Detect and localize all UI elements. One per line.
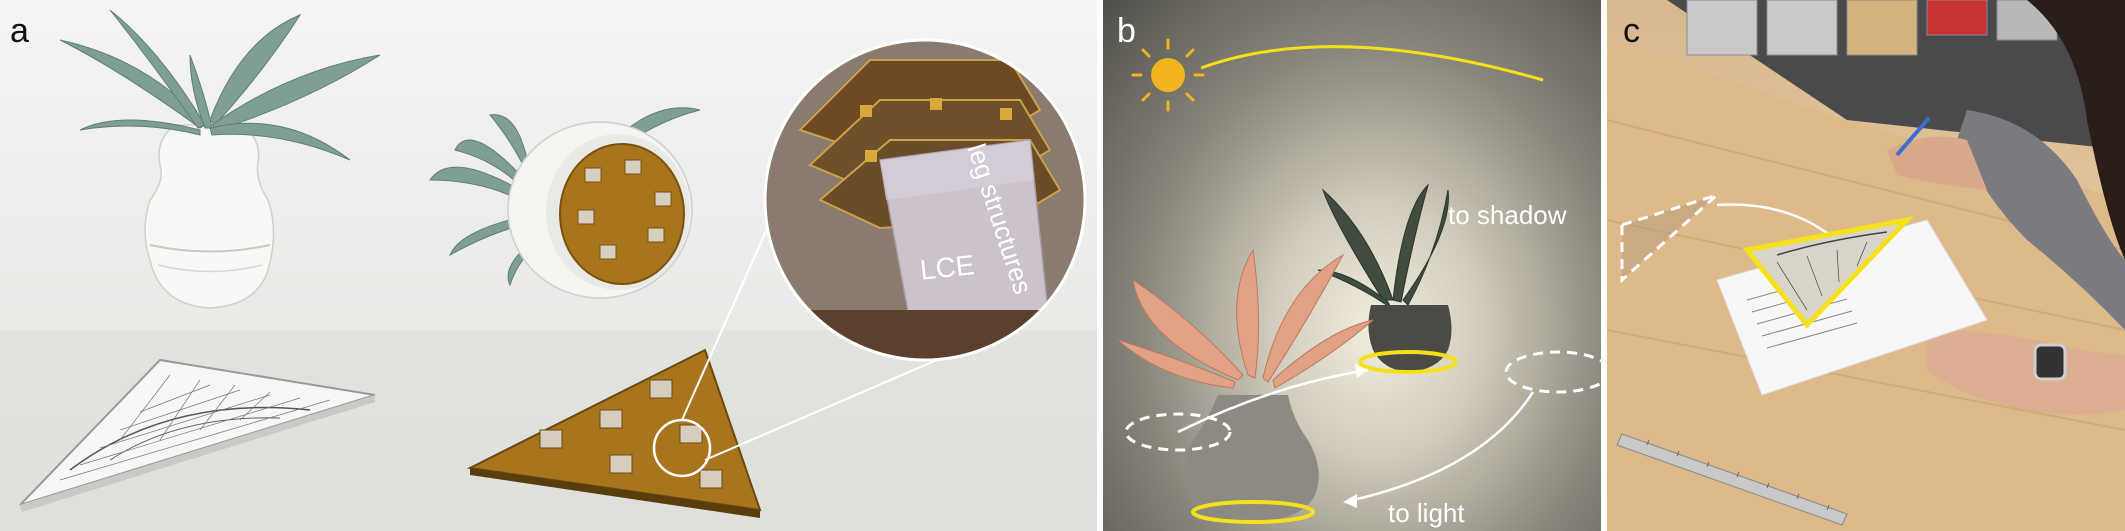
vase-shadow [1317,183,1458,374]
magnified-inset [763,38,1087,362]
panel-b-letter: b [1117,12,1136,50]
watch [2033,343,2067,381]
label-to-shadow: to shadow [1448,200,1567,230]
palm-leaves-left [59,9,381,161]
panel-c-scene [1607,0,2125,531]
sun-path-arc [1200,45,1544,82]
vase-light [1117,248,1374,524]
pen [1895,116,1931,157]
person-hand [1887,136,1987,190]
panel-b: b to shadow to light [1103,0,1601,531]
sun-icon [1131,38,1205,112]
dashed-outline-right [1504,350,1601,394]
panel-c: c [1607,0,2125,531]
arrow-to-shadow [1177,368,1369,434]
panel-a-letter: a [10,12,29,50]
person-arm-lower [1927,330,2125,415]
lce-triangle [466,348,762,518]
steel-ruler [1616,433,1848,526]
panel-b-scene [1117,38,1601,524]
vase-white-left [144,124,275,309]
label-to-light: to light [1388,498,1465,528]
panel-a: a leg structures LCE [0,0,1097,531]
panel-c-letter: c [1623,12,1640,50]
person-sleeve [1957,110,2125,330]
person-hair [2027,0,2125,260]
label-lce: LCE [918,249,976,286]
vase-tipped-middle [507,121,693,299]
panel-a-scene [0,9,1097,531]
set-square-white [19,358,376,512]
dashed-outline-left [1124,412,1232,452]
arrow-to-light [1352,391,1535,502]
set-square-highlighted [1742,216,1915,329]
